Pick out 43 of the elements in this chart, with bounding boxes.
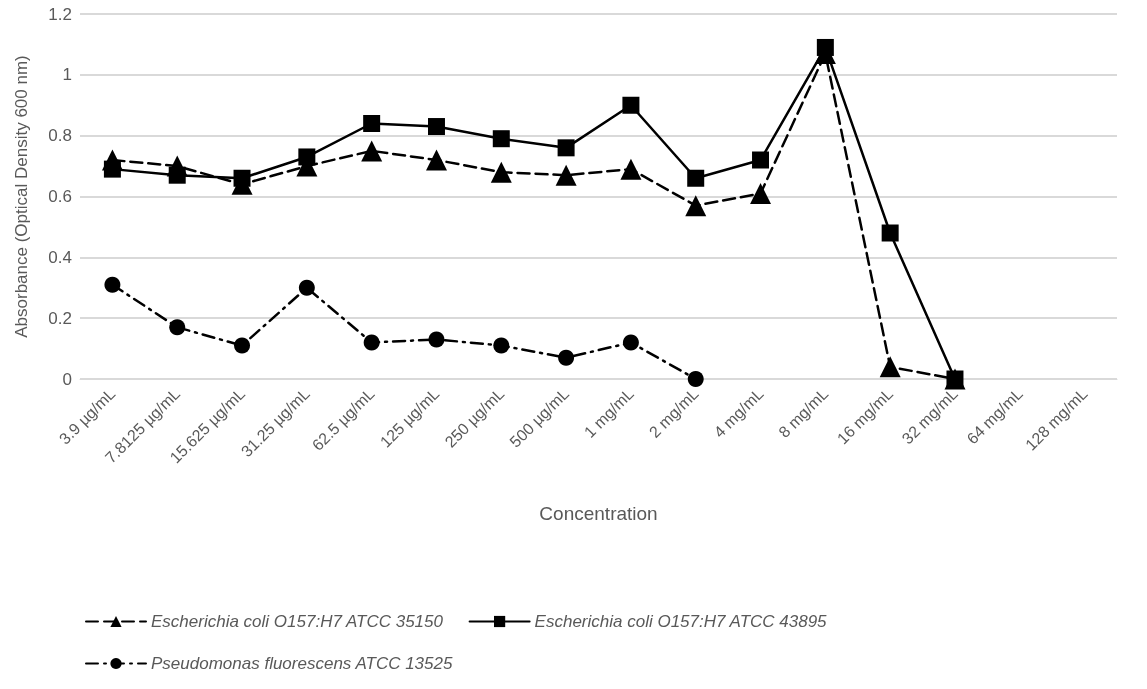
x-axis-title: Concentration: [539, 503, 658, 524]
point: [687, 371, 704, 387]
point: [558, 349, 575, 366]
y-tick-label: 0.6: [48, 187, 72, 206]
point: [555, 164, 577, 186]
point: [557, 139, 575, 157]
y-tick-label: 1: [62, 65, 72, 85]
point: [685, 195, 707, 217]
y-tick-label: 0.8: [48, 126, 72, 146]
point: [493, 337, 510, 354]
point: [687, 169, 705, 187]
point: [816, 38, 834, 56]
point: [622, 96, 640, 114]
point: [103, 160, 121, 178]
point: [233, 169, 251, 187]
point: [492, 130, 510, 148]
point: [169, 319, 186, 336]
point: [298, 148, 316, 166]
legend-label: Escherichia coli O157:H7 ATCC 35150: [151, 612, 444, 631]
point: [298, 279, 315, 296]
legend-label: Pseudomonas fluorescens ATCC 13525: [151, 654, 453, 673]
point: [879, 356, 901, 378]
y-tick-label: 0.4: [48, 247, 72, 267]
point: [750, 182, 772, 204]
point: [620, 158, 642, 180]
point: [427, 118, 445, 136]
point: [490, 161, 512, 183]
point: [428, 331, 445, 348]
point: [363, 334, 380, 351]
y-tick-label: 0: [62, 369, 72, 389]
point: [622, 334, 639, 351]
point: [425, 149, 447, 171]
point: [752, 151, 770, 169]
legend-label: Escherichia coli O157:H7 ATCC 43895: [534, 612, 828, 631]
point: [363, 115, 381, 132]
y-axis-title: Absorbance (Optical Density 600 nm): [12, 55, 31, 338]
point: [104, 276, 121, 293]
point: [234, 337, 251, 354]
y-tick-label: 0.2: [48, 308, 72, 328]
y-tick-label: 1.2: [48, 4, 72, 24]
point: [168, 166, 186, 184]
point: [361, 140, 383, 162]
point: [881, 224, 899, 242]
